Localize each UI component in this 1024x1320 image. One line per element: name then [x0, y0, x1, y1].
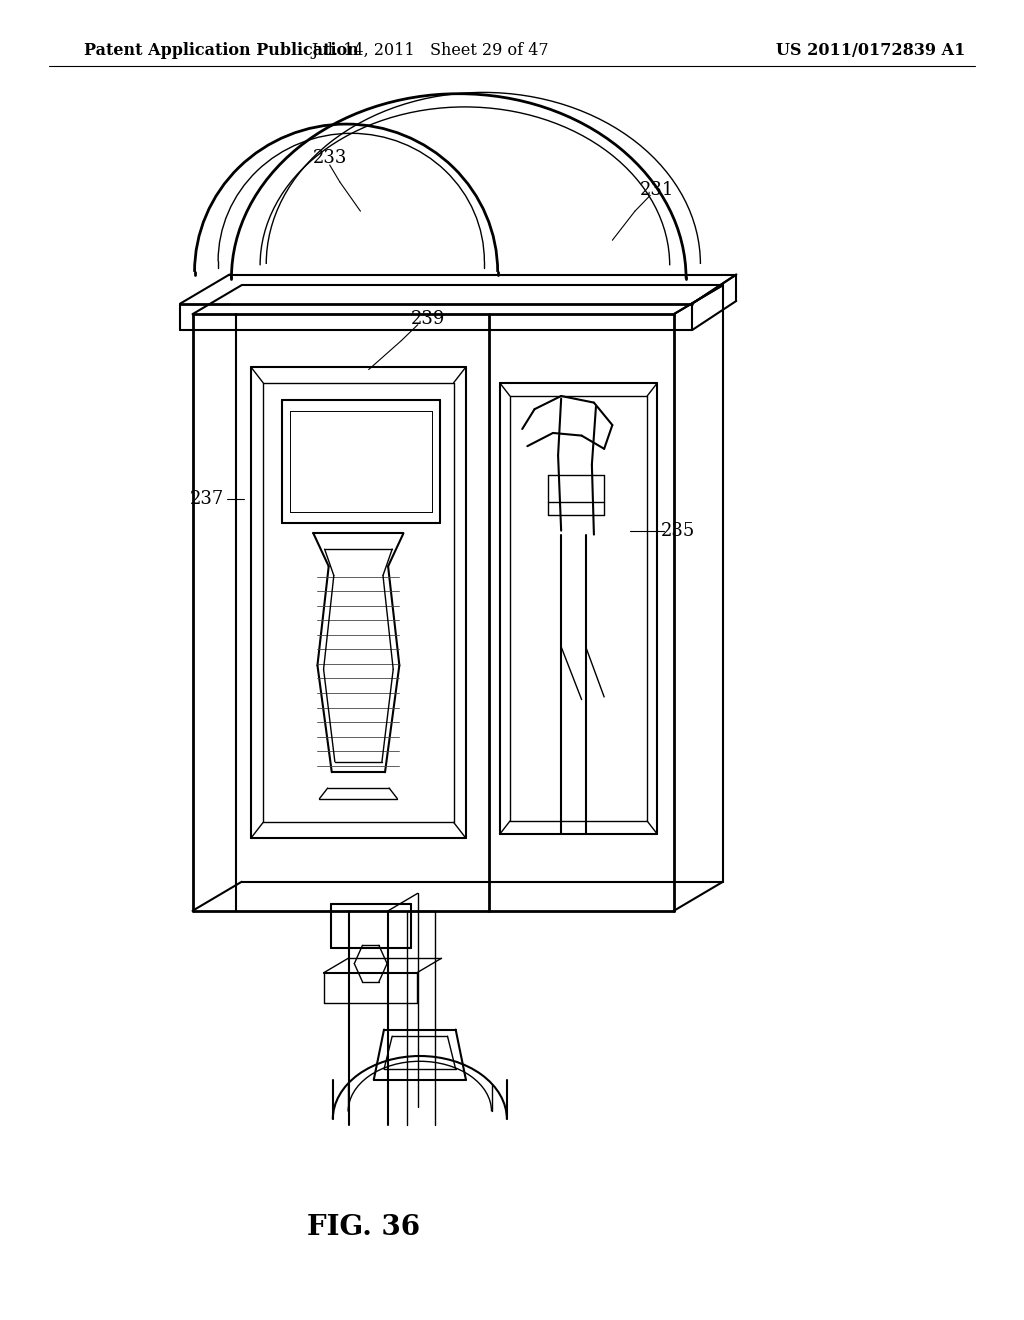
Text: 231: 231 [640, 181, 675, 199]
Text: Jul. 14, 2011   Sheet 29 of 47: Jul. 14, 2011 Sheet 29 of 47 [311, 42, 549, 58]
Text: 237: 237 [189, 490, 224, 508]
Text: 235: 235 [660, 521, 695, 540]
Text: Patent Application Publication: Patent Application Publication [84, 42, 358, 58]
Text: FIG. 36: FIG. 36 [307, 1214, 420, 1241]
Text: 233: 233 [312, 149, 347, 168]
Text: US 2011/0172839 A1: US 2011/0172839 A1 [776, 42, 965, 58]
Text: 239: 239 [411, 310, 445, 329]
